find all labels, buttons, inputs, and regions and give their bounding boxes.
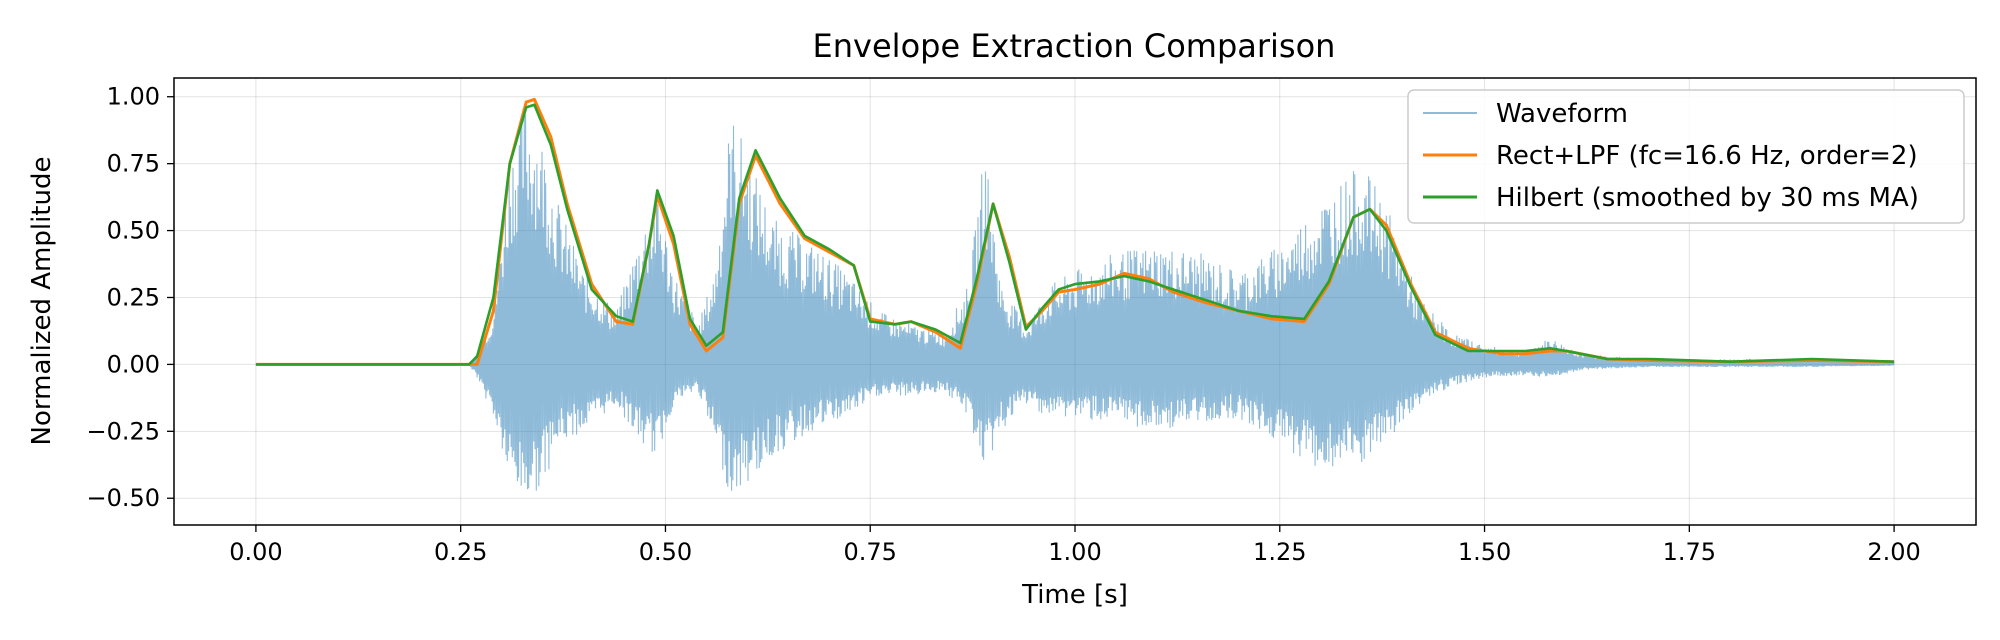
legend-label-waveform: Waveform — [1496, 99, 1628, 129]
legend-box — [1407, 89, 1965, 224]
y-tick-label: −0.50 — [86, 484, 160, 512]
legend: Waveform Rect+LPF (fc=16.6 Hz, order=2) … — [1407, 89, 1965, 224]
x-tick-label: 0.50 — [639, 538, 692, 566]
y-axis: −0.50 −0.25 0.00 0.25 0.50 0.75 1.00 — [86, 83, 174, 512]
x-tick-label: 2.00 — [1867, 538, 1920, 566]
legend-label-hilbert: Hilbert (smoothed by 30 ms MA) — [1496, 183, 1919, 213]
y-tick-label: −0.25 — [86, 417, 160, 445]
x-tick-label: 0.25 — [434, 538, 487, 566]
legend-label-rect-lpf: Rect+LPF (fc=16.6 Hz, order=2) — [1496, 141, 1918, 171]
series-hilbert — [255, 103, 1895, 366]
y-tick-label: 0.00 — [107, 350, 160, 378]
series-waveform — [255, 113, 1895, 491]
y-tick-label: 0.75 — [107, 150, 160, 178]
plot-layer — [255, 97, 1895, 491]
x-tick-label: 1.00 — [1048, 538, 1101, 566]
y-axis-label: Normalized Amplitude — [27, 157, 57, 446]
y-tick-label: 1.00 — [107, 83, 160, 111]
chart-title: Envelope Extraction Comparison — [813, 27, 1336, 65]
x-axis: 0.00 0.25 0.50 0.75 1.00 1.25 1.50 1.75 2.00 — [229, 525, 1921, 566]
x-tick-label: 1.50 — [1458, 538, 1511, 566]
x-axis-label: Time [s] — [1021, 580, 1128, 610]
y-tick-label: 0.25 — [107, 283, 160, 311]
x-tick-label: 1.25 — [1253, 538, 1306, 566]
x-tick-label: 0.00 — [229, 538, 282, 566]
y-tick-label: 0.50 — [107, 217, 160, 245]
x-tick-label: 1.75 — [1663, 538, 1716, 566]
x-tick-label: 0.75 — [844, 538, 897, 566]
